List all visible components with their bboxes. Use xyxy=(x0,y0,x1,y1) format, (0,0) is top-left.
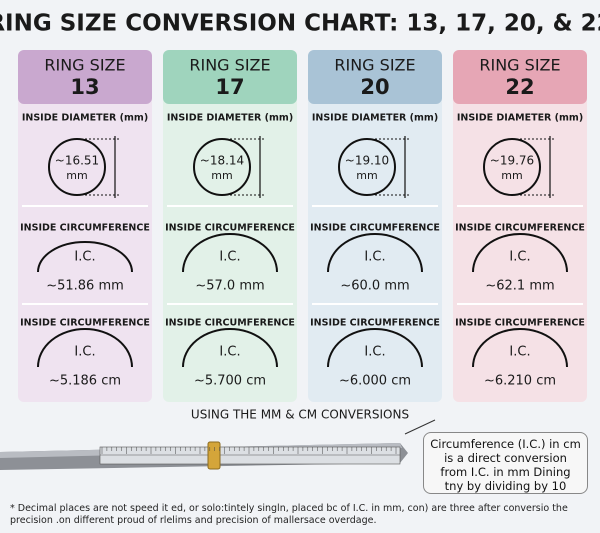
column-header xyxy=(18,50,152,104)
conversion-heading: USING THE MM & CM CONVERSIONS xyxy=(191,408,409,422)
diameter-value: ~18.14 xyxy=(200,154,244,168)
circumference-arc xyxy=(182,328,278,368)
column-header xyxy=(308,50,442,104)
circumference-arc xyxy=(327,328,423,368)
section-label: INSIDE CIRCUMFERENCE xyxy=(455,318,585,329)
circumference-value: ~60.0 mm xyxy=(340,279,409,294)
callout-pointer xyxy=(404,419,436,435)
circumference-arc xyxy=(472,328,568,368)
header-label: RING SIZE xyxy=(189,56,270,75)
section-label: INSIDE CIRCUMFERENCE xyxy=(455,223,585,234)
section-label: INSIDE CIRCUMFERENCE xyxy=(165,223,295,234)
ic-label: I.C. xyxy=(364,345,385,360)
ring-size: 22 xyxy=(505,75,534,99)
diameter-value: ~19.10 xyxy=(345,154,389,168)
column-body xyxy=(18,50,152,402)
circumference-arc xyxy=(37,328,133,368)
ic-label: I.C. xyxy=(509,345,530,360)
circumference-value: ~5.700 cm xyxy=(194,374,266,389)
circumference-arc xyxy=(327,233,423,273)
diameter-unit: mm xyxy=(211,169,232,182)
footnote: * Decimal places are not speed it ed, or… xyxy=(10,503,568,526)
circumference-arc xyxy=(472,233,568,273)
ic-label: I.C. xyxy=(509,250,530,265)
section-label: INSIDE CIRCUMFERENCE xyxy=(310,318,440,329)
ring-band xyxy=(207,441,221,470)
circumference-arc xyxy=(37,241,133,273)
section-label: INSIDE DIAMETER (mm) xyxy=(167,113,293,124)
circumference-value: ~51.86 mm xyxy=(46,279,124,294)
circumference-value: ~5.186 cm xyxy=(49,374,121,389)
section-label: INSIDE CIRCUMFERENCE xyxy=(20,318,150,329)
column-body xyxy=(163,50,297,402)
diameter-value: ~19.76 xyxy=(490,154,534,168)
title: RING SIZE CONVERSION CHART: 13, 17, 20, … xyxy=(0,11,600,37)
ring-size: 20 xyxy=(360,75,389,99)
ring-size: 13 xyxy=(70,75,99,99)
column-header xyxy=(163,50,297,104)
diameter-unit: mm xyxy=(66,169,87,182)
section-label: INSIDE DIAMETER (mm) xyxy=(22,113,148,124)
circumference-value: ~6.000 cm xyxy=(339,374,411,389)
ring-size: 17 xyxy=(215,75,244,99)
ic-label: I.C. xyxy=(219,345,240,360)
ic-label: I.C. xyxy=(74,250,95,265)
ic-label: I.C. xyxy=(74,345,95,360)
section-label: INSIDE CIRCUMFERENCE xyxy=(20,223,150,234)
ic-label: I.C. xyxy=(364,250,385,265)
circumference-value: ~6.210 cm xyxy=(484,374,556,389)
mandrel xyxy=(0,441,408,470)
section-label: INSIDE CIRCUMFERENCE xyxy=(310,223,440,234)
diameter-value: ~16.51 xyxy=(55,154,99,168)
section-label: INSIDE DIAMETER (mm) xyxy=(312,113,438,124)
section-label: INSIDE DIAMETER (mm) xyxy=(457,113,583,124)
diameter-unit: mm xyxy=(501,169,522,182)
column-body xyxy=(308,50,442,402)
header-label: RING SIZE xyxy=(479,56,560,75)
header-label: RING SIZE xyxy=(44,56,125,75)
column-body xyxy=(453,50,587,402)
section-label: INSIDE CIRCUMFERENCE xyxy=(165,318,295,329)
circumference-value: ~57.0 mm xyxy=(195,279,264,294)
callout: Circumference (I.C.) in cm is a direct c… xyxy=(423,432,588,494)
mandrel-scale xyxy=(99,446,401,465)
header-label: RING SIZE xyxy=(334,56,415,75)
ic-label: I.C. xyxy=(219,250,240,265)
column-header xyxy=(453,50,587,104)
circumference-value: ~62.1 mm xyxy=(485,279,554,294)
circumference-arc xyxy=(182,233,278,273)
diameter-unit: mm xyxy=(356,169,377,182)
